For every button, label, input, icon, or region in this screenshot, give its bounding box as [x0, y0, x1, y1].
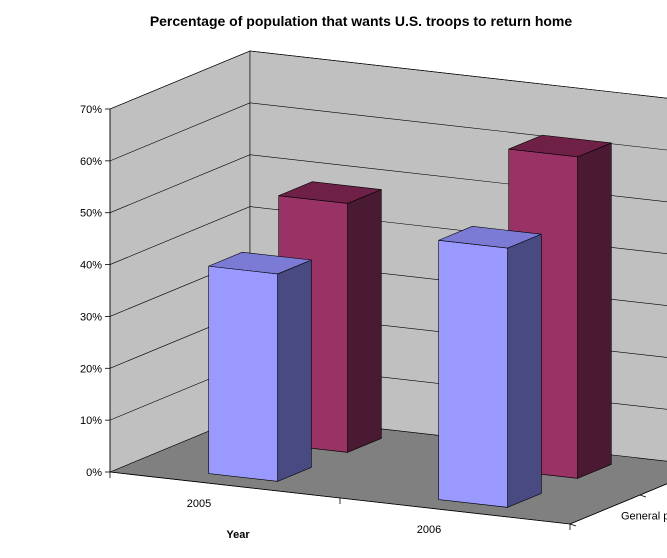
bar-front — [208, 265, 279, 482]
depth-tick-label: General population — [621, 511, 667, 523]
y-tick-label: 10% — [80, 415, 102, 427]
x-axis-label: Year — [226, 529, 250, 541]
bar-side — [347, 189, 382, 453]
x-tick-label: 2006 — [417, 524, 441, 536]
bar-side — [507, 233, 542, 508]
y-tick-label: 0% — [86, 467, 102, 479]
chart-labels: 0%10%20%30%40%50%60%70%20052006HispanicG… — [80, 104, 667, 536]
bar-top — [508, 134, 612, 158]
y-tick-label: 50% — [80, 208, 102, 220]
bar-front — [438, 239, 509, 508]
y-tick-label: 60% — [80, 156, 102, 168]
bar-side — [277, 259, 312, 482]
bar-general-population-2005 — [208, 251, 312, 482]
bar-top — [208, 251, 312, 275]
bar-side — [577, 142, 612, 479]
bar-general-population-2006 — [438, 226, 542, 508]
x-tick-label: 2005 — [187, 498, 211, 510]
chart-title: Percentage of population that wants U.S.… — [150, 13, 573, 29]
bar-top — [278, 181, 382, 204]
gridline — [109, 50, 667, 110]
y-tick-label: 30% — [80, 311, 102, 323]
y-tick-label: 20% — [80, 363, 102, 375]
depth-tick-mark — [639, 494, 647, 498]
bar-top — [438, 226, 542, 249]
y-tick-label: 40% — [80, 260, 102, 272]
chart-bars — [208, 134, 612, 508]
depth-tick-mark — [569, 523, 577, 527]
y-tick-label: 70% — [80, 104, 102, 116]
